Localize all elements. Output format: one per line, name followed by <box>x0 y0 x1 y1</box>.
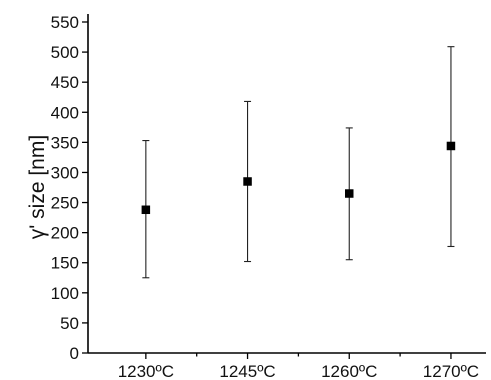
x-tick-label: 1270ºC <box>423 362 479 380</box>
x-tick-label: 1230ºC <box>118 362 174 380</box>
y-tick-label: 100 <box>51 284 79 303</box>
y-tick-label: 0 <box>70 344 79 363</box>
y-tick-label: 450 <box>51 73 79 92</box>
y-axis-ticks: 0 50 100 150 200 250 300 350 400 450 500 550 <box>51 13 88 363</box>
y-tick-label: 350 <box>51 133 79 152</box>
y-tick-label: 200 <box>51 224 79 243</box>
y-tick-label: 500 <box>51 43 79 62</box>
y-tick-label: 400 <box>51 103 79 122</box>
x-tick-label: 1260ºC <box>321 362 377 380</box>
data-point <box>141 205 151 215</box>
data-point <box>243 177 252 186</box>
y-axis-label: γ' size [nm] <box>26 135 49 239</box>
y-tick-label: 50 <box>60 314 79 333</box>
x-axis-ticks: 1230ºC 1245ºC 1260ºC 1270ºC <box>118 353 479 380</box>
data-point <box>446 141 456 151</box>
y-tick-label: 300 <box>51 163 79 182</box>
axes <box>87 14 486 354</box>
data-point <box>345 189 354 198</box>
x-tick-label: 1245ºC <box>219 362 275 380</box>
y-tick-label: 150 <box>51 254 79 273</box>
data-series <box>141 46 456 279</box>
y-tick-label: 550 <box>51 13 79 32</box>
y-tick-label: 250 <box>51 194 79 213</box>
